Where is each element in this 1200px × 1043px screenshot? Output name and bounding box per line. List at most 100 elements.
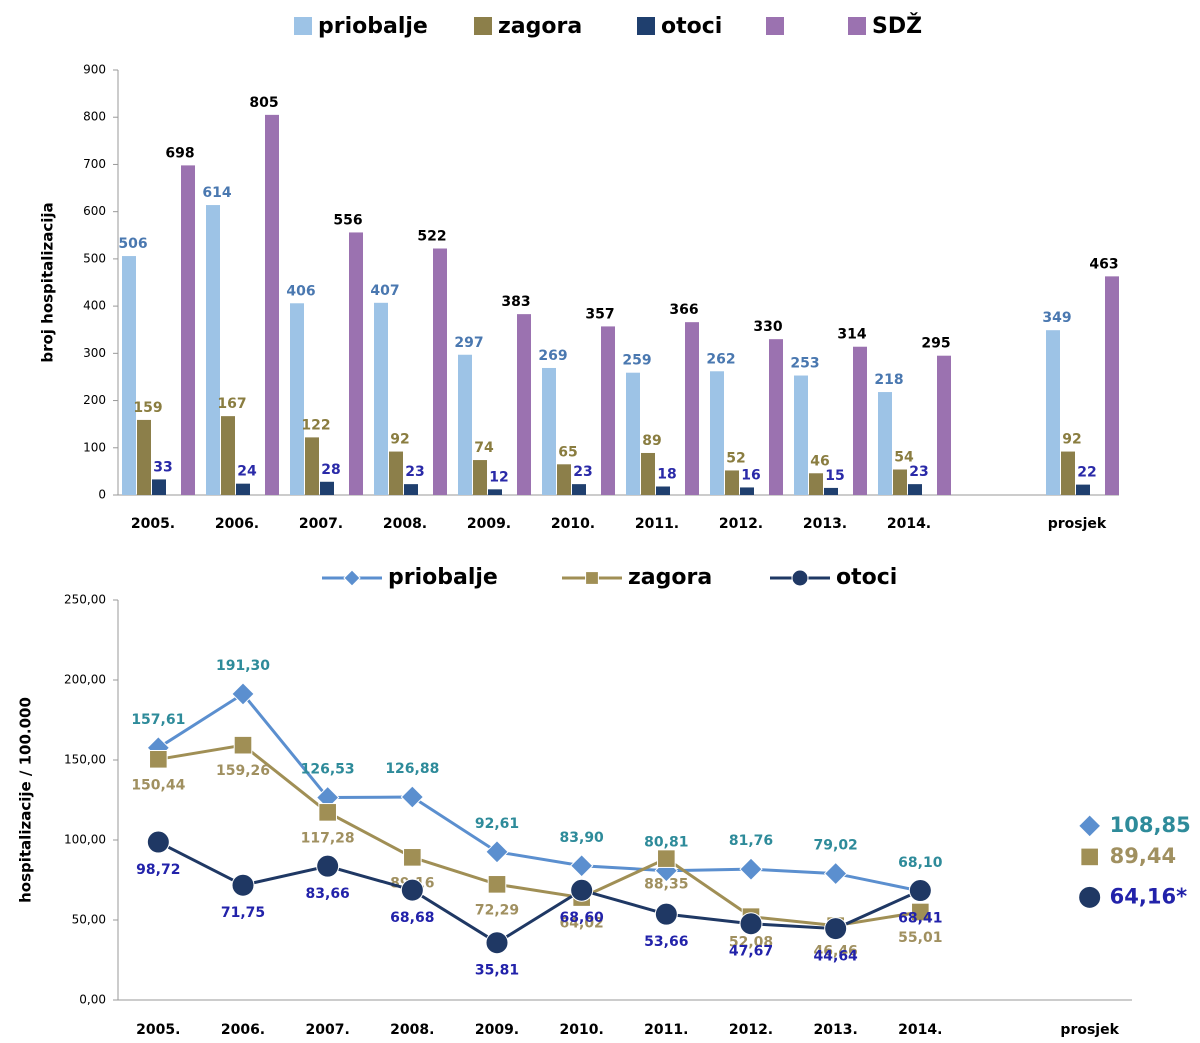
point (233, 735, 253, 755)
value-label: 357 (585, 306, 614, 322)
bar (937, 355, 951, 495)
y-tick-label: 200 (83, 393, 106, 407)
value-label: 167 (217, 396, 246, 412)
value-label: 92 (1062, 432, 1081, 448)
value-label: 126,88 (385, 761, 439, 777)
value-label: 150,44 (131, 777, 185, 793)
legend-label: priobalje (388, 565, 498, 590)
value-label: 698 (165, 145, 194, 161)
value-label: 46,46 (814, 944, 858, 960)
value-label: 614 (202, 185, 231, 201)
x-tick-label: 2010. (551, 516, 595, 532)
value-label: 52 (726, 450, 745, 466)
value-label: 33 (153, 459, 172, 475)
value-label: 157,61 (131, 712, 185, 728)
y-tick-label: 300 (83, 346, 106, 360)
value-label: 52,08 (729, 935, 773, 951)
series-line (158, 694, 1089, 891)
bar (557, 464, 571, 495)
x-tick-label: 2008. (383, 516, 427, 532)
bar (349, 232, 363, 495)
bar (893, 469, 907, 495)
value-label: 406 (286, 283, 315, 299)
bar (685, 322, 699, 495)
value-label: 74 (474, 440, 494, 456)
bar (740, 487, 754, 495)
bar (1105, 276, 1119, 495)
bar (809, 473, 823, 495)
legend-label: otoci (661, 14, 722, 39)
average-label: 64,16* (1110, 884, 1187, 908)
bar (908, 484, 922, 495)
value-label: 65 (558, 444, 577, 460)
value-label: 330 (753, 319, 782, 335)
y-tick-label: 400 (83, 299, 106, 313)
point (908, 879, 932, 903)
bar (236, 483, 250, 495)
bar (601, 326, 615, 495)
point (569, 854, 594, 878)
legend-swatch (474, 17, 492, 35)
value-label: 68,41 (898, 911, 942, 927)
value-label: 15 (825, 468, 844, 484)
y-tick-label: 600 (83, 204, 106, 218)
y-tick-label: 50,00 (72, 913, 106, 927)
value-label: 23 (573, 464, 592, 480)
bar (122, 256, 136, 495)
value-label: 83,90 (560, 830, 605, 846)
bar (265, 114, 279, 495)
value-label: 68,10 (898, 855, 943, 871)
average-label: 108,85 (1110, 813, 1191, 837)
y-axis-title: hospitalizacije / 100.000 (17, 697, 35, 903)
y-tick-label: 700 (83, 157, 106, 171)
y-tick-label: 100,00 (64, 833, 106, 847)
x-tick-label: 2014. (887, 516, 931, 532)
x-tick-label: 2010. (560, 1022, 604, 1038)
legend-marker (585, 571, 599, 585)
legend-marker (343, 569, 361, 587)
point (911, 902, 930, 922)
value-label: 295 (921, 336, 950, 352)
x-tick-label: 2011. (644, 1022, 688, 1038)
point (231, 682, 255, 706)
x-tick-label: 2009. (475, 1022, 519, 1038)
y-tick-label: 200,00 (64, 673, 106, 687)
x-tick-label: prosjek (1060, 1022, 1119, 1038)
legend-swatch (848, 17, 866, 35)
x-tick-label: 2005. (131, 516, 175, 532)
bar (152, 479, 166, 495)
value-label: 16 (741, 467, 760, 483)
bar (404, 484, 418, 495)
value-label: 191,30 (216, 658, 270, 674)
x-tick-label: 2007. (306, 1022, 350, 1038)
point (400, 785, 425, 809)
bar (305, 437, 319, 495)
value-label: 314 (837, 327, 866, 343)
value-label: 47,67 (729, 944, 773, 960)
y-tick-label: 800 (83, 110, 106, 124)
value-label: 366 (669, 302, 698, 318)
x-tick-label: 2012. (719, 516, 763, 532)
point (149, 749, 168, 769)
value-label: 297 (454, 335, 483, 351)
y-axis-title: broj hospitalizacija (39, 202, 57, 362)
bar (794, 375, 808, 495)
value-label: 23 (405, 464, 424, 480)
average-label: 89,44 (1110, 844, 1176, 868)
legend-label: priobalje (318, 14, 428, 39)
bar (656, 486, 670, 495)
series-line (158, 745, 1089, 925)
value-label: 253 (790, 356, 819, 372)
value-label: 89 (642, 433, 661, 449)
value-label: 54 (894, 450, 914, 466)
value-label: 64,02 (560, 916, 604, 932)
point (657, 849, 676, 868)
value-label: 71,75 (221, 905, 265, 921)
value-label: 46 (810, 453, 829, 469)
value-label: 28 (321, 462, 340, 478)
value-label: 117,28 (301, 830, 355, 846)
value-label: 23 (909, 464, 928, 480)
bar (853, 346, 867, 495)
point (823, 861, 848, 886)
